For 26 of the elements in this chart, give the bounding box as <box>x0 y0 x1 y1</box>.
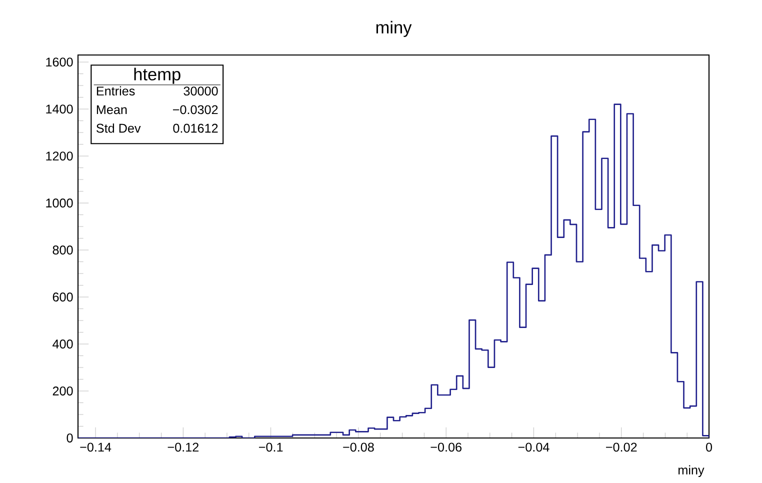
annotation: Std Dev <box>96 123 141 133</box>
x-tick-label: 0 <box>706 442 712 452</box>
annotation: htemp <box>134 68 180 84</box>
annotation: −0.0302 <box>172 105 218 114</box>
x-tick-label: −0.1 <box>258 442 283 452</box>
y-tick-label: 0 <box>66 434 73 442</box>
y-tick-label: 1000 <box>46 198 73 208</box>
y-tick-label: 800 <box>52 246 73 254</box>
annotation: 0.01612 <box>173 124 218 133</box>
x-tick-label: −0.08 <box>343 442 374 452</box>
x-tick-label: −0.12 <box>168 442 199 452</box>
y-tick-label: 200 <box>52 386 73 396</box>
x-tick-label: −0.04 <box>518 442 550 452</box>
x-axis-title: miny <box>678 465 704 478</box>
x-tick-label: −0.06 <box>430 442 462 452</box>
annotation: Mean <box>96 105 127 114</box>
annotation: 30000 <box>184 86 218 96</box>
y-tick-label: 400 <box>52 340 73 348</box>
annotation: Entries <box>96 86 135 96</box>
y-tick-label: 1400 <box>46 104 73 114</box>
x-tick-label: −0.14 <box>80 442 112 452</box>
x-tick-label: −0.02 <box>606 442 637 452</box>
y-tick-label: 600 <box>52 292 73 302</box>
chart-title: miny <box>376 20 412 38</box>
y-tick-label: 1200 <box>46 152 73 160</box>
y-tick-label: 1600 <box>46 58 73 67</box>
